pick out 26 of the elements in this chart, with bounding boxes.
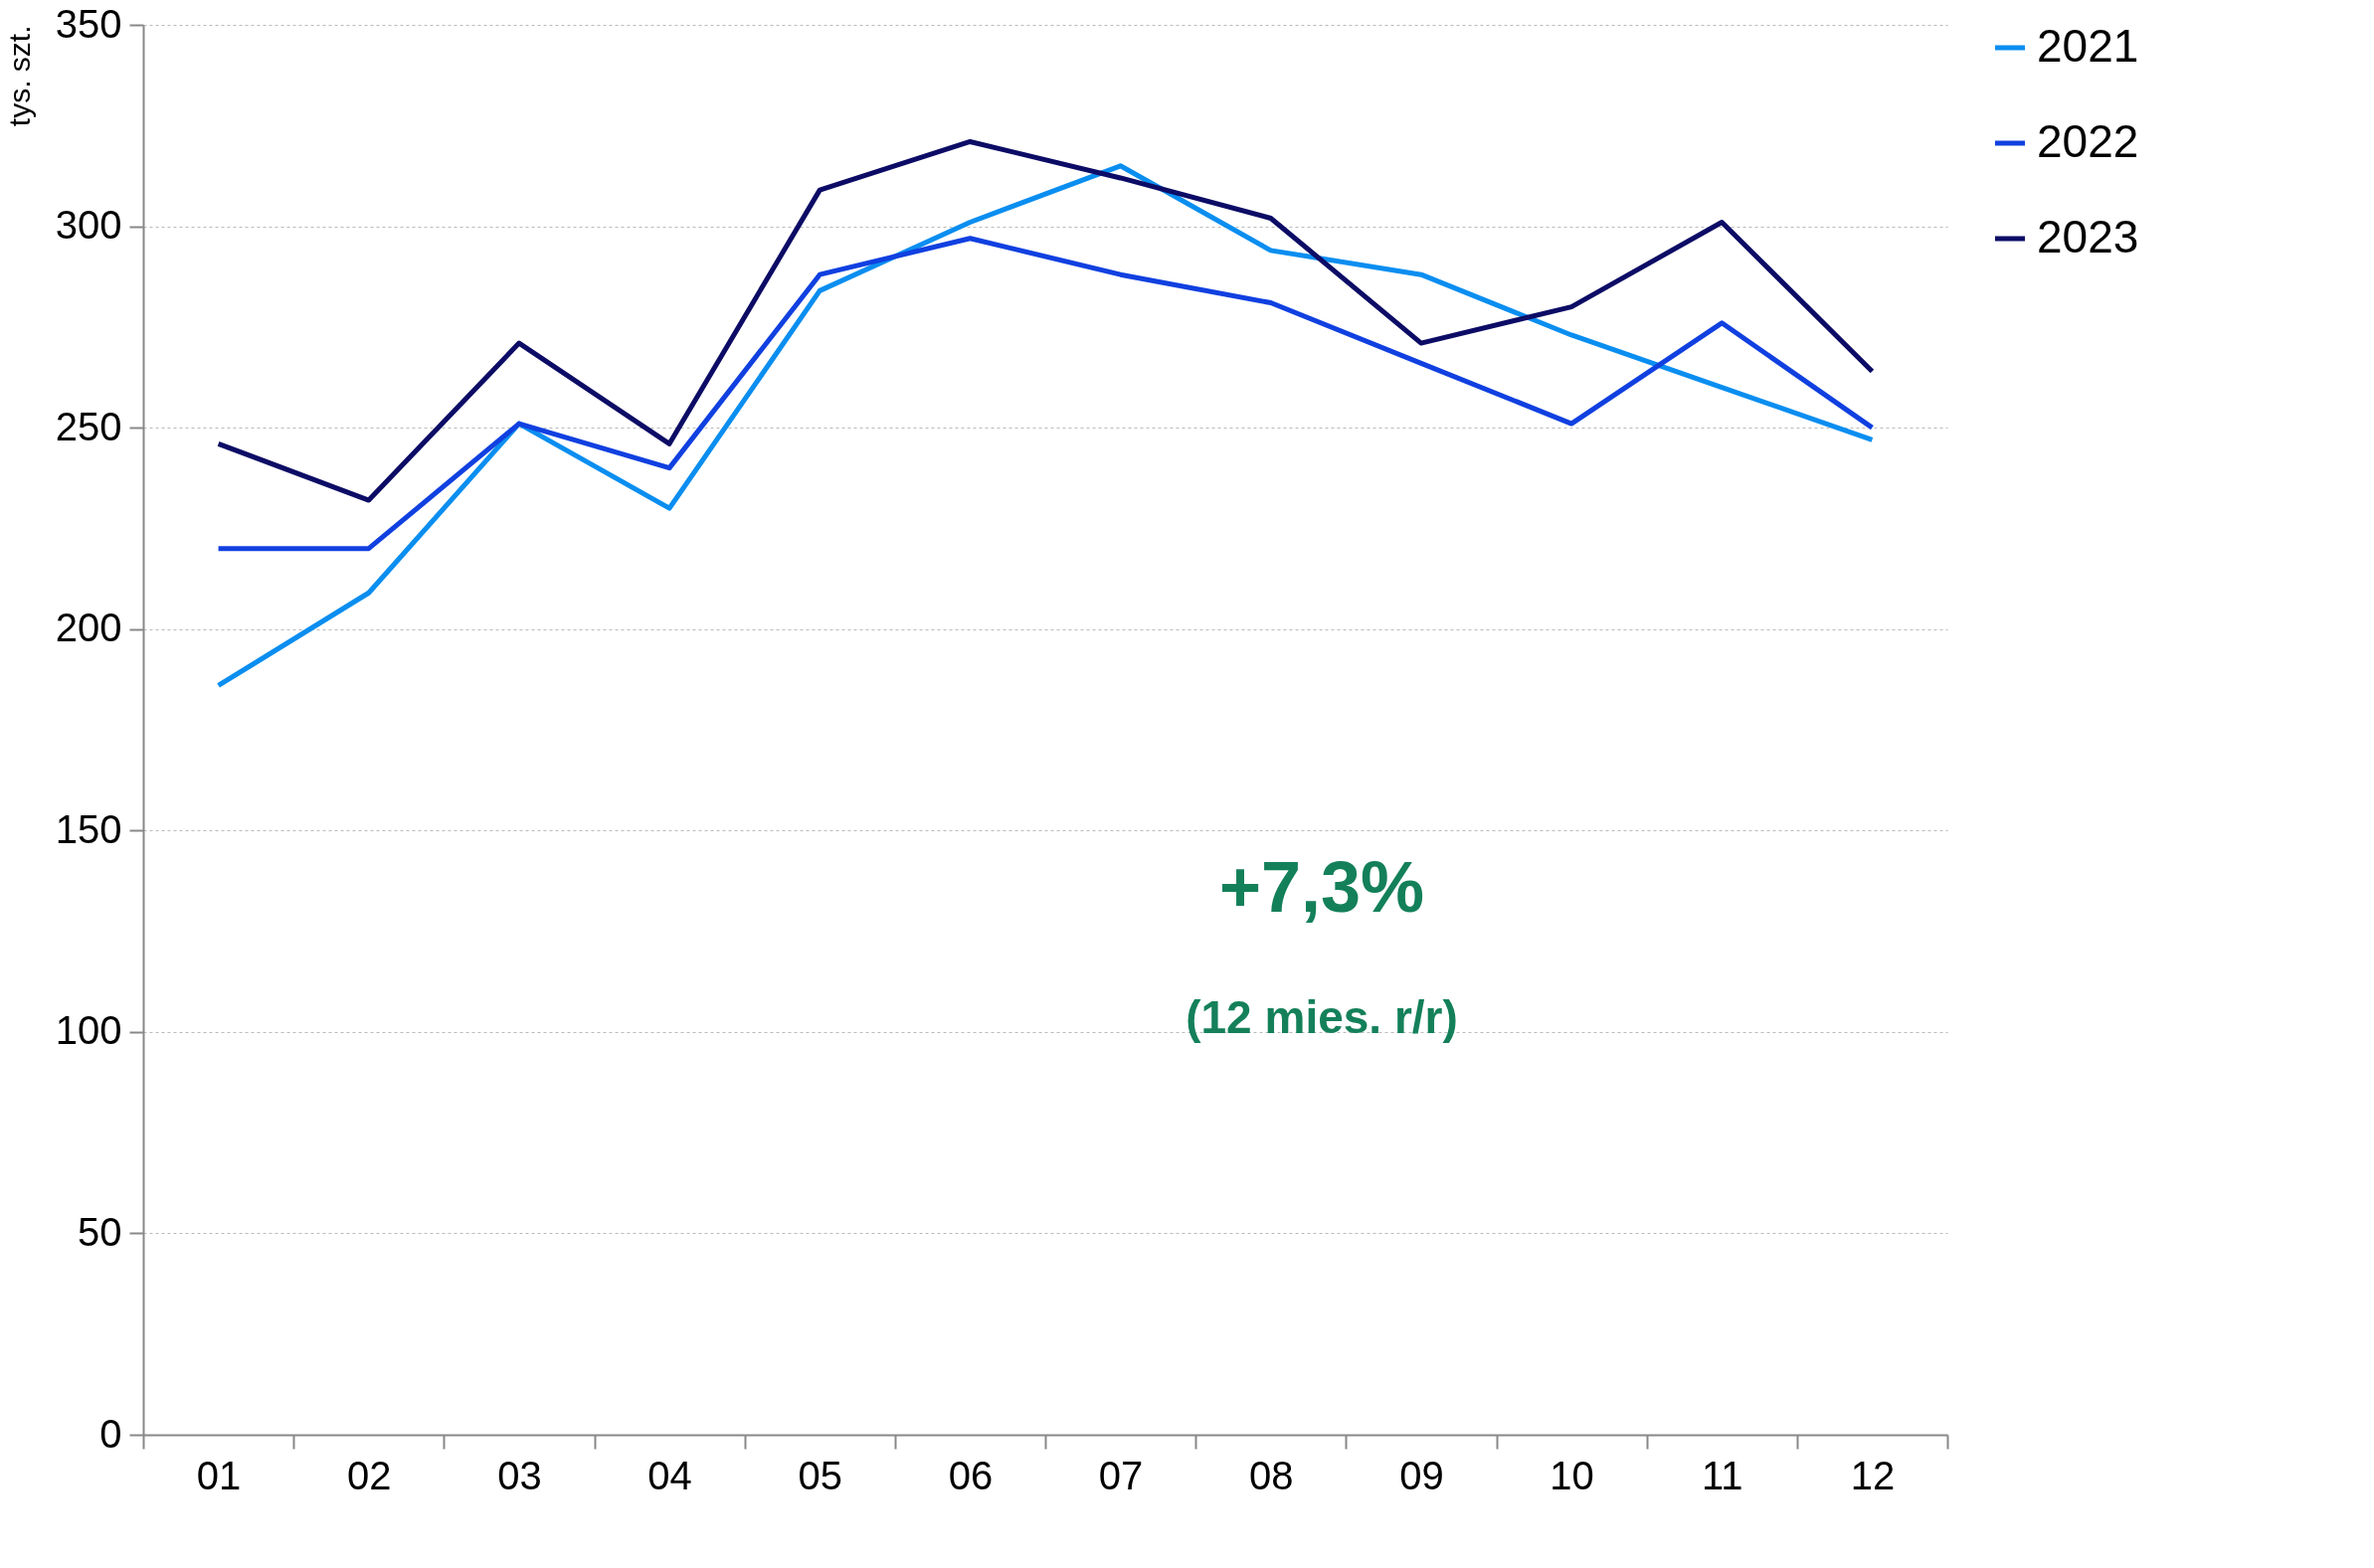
x-tick-label: 03 [497, 1453, 542, 1497]
x-tick-label: 09 [1399, 1453, 1444, 1497]
x-tick-label: 05 [798, 1453, 842, 1497]
y-tick-label: 300 [55, 203, 122, 248]
x-tick-label: 06 [948, 1453, 994, 1497]
legend-label: 2022 [2037, 115, 2139, 167]
x-tick-label: 01 [196, 1453, 242, 1497]
x-tick-label: 12 [1850, 1453, 1896, 1497]
legend-label: 2021 [2037, 20, 2139, 72]
y-tick-label: 50 [78, 1209, 122, 1254]
y-tick-label: 0 [99, 1411, 122, 1456]
x-tick-label: 07 [1098, 1453, 1144, 1497]
y-tick-label: 250 [55, 404, 122, 448]
y-axis-title: tys. szt. [2, 25, 36, 127]
y-tick-label: 200 [55, 606, 122, 650]
annotation: (12 mies. r/r) [1186, 991, 1458, 1043]
y-tick-label: 350 [55, 1, 122, 46]
x-tick-label: 04 [647, 1453, 692, 1497]
annotation: +7,3% [1218, 847, 1425, 927]
x-tick-label: 02 [347, 1453, 392, 1497]
x-tick-label: 10 [1550, 1453, 1594, 1497]
x-tick-label: 11 [1701, 1453, 1743, 1497]
x-tick-label: 08 [1249, 1453, 1294, 1497]
legend-label: 2023 [2037, 211, 2139, 262]
y-tick-label: 150 [55, 806, 122, 851]
y-tick-label: 100 [55, 1008, 122, 1053]
